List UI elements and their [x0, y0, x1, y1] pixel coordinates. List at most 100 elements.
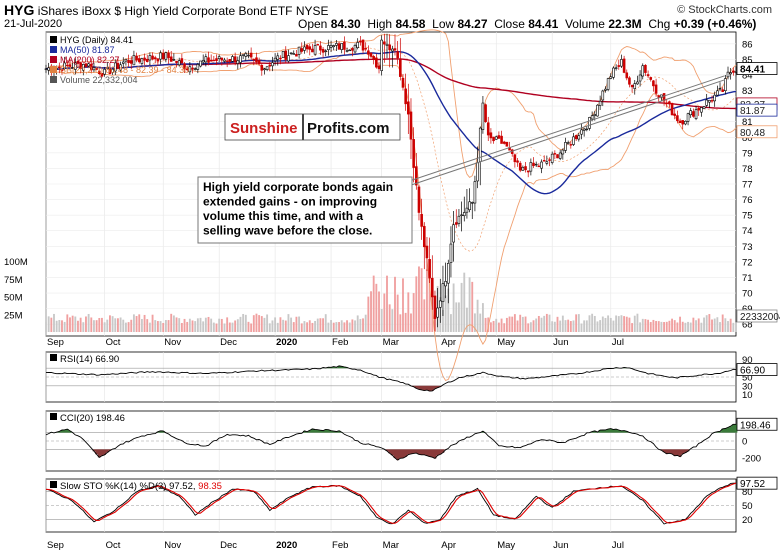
candle-body [649, 77, 653, 80]
candle-body [630, 85, 634, 88]
volume-bar [426, 269, 428, 332]
candle-body [223, 59, 226, 62]
indicator-last-text: 97.52 [740, 479, 765, 490]
volume-bar [465, 307, 468, 332]
volume-bar [324, 314, 327, 332]
candle-body [74, 62, 77, 70]
volume-bar [692, 317, 695, 332]
volume-bar [495, 318, 498, 332]
volume-bar [559, 320, 562, 332]
x-tick-label-bottom: Mar [383, 540, 399, 551]
candle-body [401, 77, 405, 88]
volume-bar [69, 317, 71, 332]
volume-bar [53, 313, 55, 332]
candle-body [697, 108, 700, 111]
volume-bar [460, 282, 463, 332]
volume-bar [146, 319, 149, 332]
security-name: iShares iBoxx $ High Yield Corporate Bon… [37, 4, 293, 18]
x-tick-label-top: 2020 [276, 337, 297, 348]
last-value-tag: 80.48 [736, 125, 778, 139]
volume-bar [263, 317, 266, 332]
indicator-last-text: 198.46 [740, 420, 771, 431]
volume-bar [450, 314, 452, 332]
candle-body [191, 67, 194, 70]
candle-body [476, 162, 479, 182]
candle-body [324, 50, 328, 52]
volume-bar [338, 322, 340, 332]
candle-body [484, 104, 487, 122]
volume-bar [631, 323, 634, 332]
candle-body [513, 154, 517, 163]
volume-bar [657, 321, 660, 332]
candle-body [361, 39, 365, 51]
volume-bar [593, 315, 596, 332]
candle-body [465, 207, 469, 213]
volume-bar [617, 316, 620, 332]
indicator-y-tick: 10 [742, 390, 753, 401]
volume-bar [556, 316, 559, 332]
volume-bar [676, 322, 679, 332]
volume-bar [655, 321, 658, 332]
volume-bar [687, 321, 689, 332]
volume-bar [106, 319, 109, 332]
volume-bar [58, 320, 61, 332]
y-tick-label: 83 [742, 86, 753, 97]
candle-body [417, 186, 421, 213]
indicator-y-tick: 0 [742, 437, 747, 448]
volume-bar [735, 322, 737, 332]
candle-body [462, 212, 466, 217]
candle-body [500, 135, 503, 144]
candle-body [143, 57, 146, 61]
volume-bar [276, 322, 279, 332]
indicator-last-box [736, 476, 778, 490]
volume-bar [471, 281, 474, 332]
last-value-tag: 84.41 [736, 62, 778, 76]
volume-bar [492, 320, 495, 332]
candle-body [247, 54, 250, 57]
candle-body [558, 152, 562, 159]
volume-bar [543, 315, 546, 332]
last-value-box [736, 62, 778, 75]
candle-body [100, 73, 104, 77]
trendline-a [400, 75, 725, 185]
volume-bar [729, 318, 732, 332]
candle-body [71, 67, 74, 69]
volume-bar [93, 320, 95, 332]
annotation-line: extended gains - on improving [203, 195, 377, 209]
volume-bar [175, 317, 178, 332]
indicator-swatch [50, 413, 57, 420]
candle-body [353, 45, 357, 53]
candle-body [470, 202, 474, 204]
volume-bar [172, 315, 175, 332]
candle-body [497, 135, 501, 139]
volume-bar [636, 313, 639, 332]
volume-bar [639, 322, 642, 332]
candle-body [593, 114, 597, 116]
chg-label: Chg [648, 17, 671, 31]
volume-bar [119, 317, 122, 332]
volume-bar [551, 321, 554, 332]
candle-body [590, 115, 594, 120]
volume-bar [239, 316, 242, 332]
candle-body [409, 111, 413, 140]
ma50-line [45, 50, 737, 195]
volume-bar [90, 317, 93, 332]
candle-body [423, 226, 426, 248]
rsi-title: RSI(14) 66.90 [60, 354, 119, 365]
volume-bar [625, 316, 628, 332]
candle-body [550, 153, 554, 163]
candle-body [89, 63, 93, 71]
indicator-y-tick: 30 [742, 381, 753, 392]
volume-bar [250, 323, 253, 332]
volume-bar [138, 314, 141, 332]
volume-bar [71, 315, 74, 332]
candle-body [441, 283, 445, 302]
legend-swatch [50, 76, 57, 83]
volume-bar [649, 322, 652, 332]
indicator-y-tick: 90 [742, 355, 753, 366]
x-tick-label-bottom: Jul [612, 540, 624, 551]
volume-bar [220, 318, 223, 332]
logo-divider [302, 114, 304, 140]
candle-body [329, 45, 333, 48]
volume-tick-label: 25M [4, 310, 23, 321]
